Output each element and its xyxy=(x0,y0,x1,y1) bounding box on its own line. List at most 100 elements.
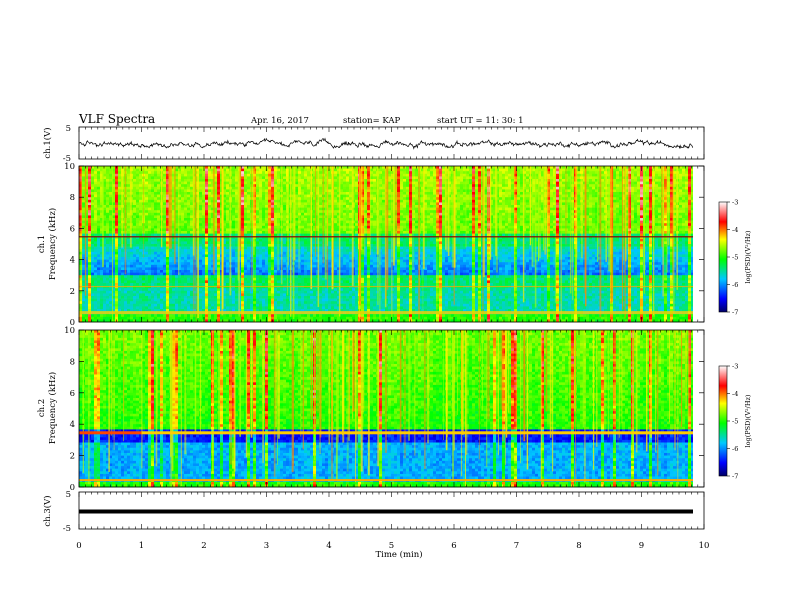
spectrogram-cell xyxy=(211,262,215,266)
spectrogram-cell xyxy=(295,202,299,206)
spectrogram-cell xyxy=(172,301,176,305)
spectrogram-cell xyxy=(187,257,191,260)
spectrogram-cell xyxy=(163,194,167,198)
spectrogram-cell xyxy=(202,259,206,263)
spectrogram-cell xyxy=(127,176,131,180)
spectrogram-cell xyxy=(172,179,176,182)
spectrogram-cell xyxy=(157,275,161,279)
spectrogram-cell xyxy=(115,303,119,307)
spectrogram-cell xyxy=(163,319,167,323)
spectrogram-cell xyxy=(148,194,152,198)
spectrogram-cell xyxy=(217,231,221,234)
spectrogram-cell xyxy=(214,197,218,201)
spectrogram-cell xyxy=(100,233,104,237)
spectrogram-cell xyxy=(199,244,203,247)
spectrogram-cell xyxy=(172,306,176,310)
spectrogram-cell xyxy=(244,241,248,245)
spectrogram-cell xyxy=(319,205,323,208)
spectrogram-cell xyxy=(79,272,83,276)
spectrogram-cell xyxy=(181,280,185,284)
spectrogram-cell xyxy=(202,303,206,307)
spectrogram-cell xyxy=(91,283,95,286)
spectrogram-cell xyxy=(259,254,263,258)
spectrogram-cell xyxy=(118,267,122,271)
spectrogram-cell xyxy=(115,293,119,297)
spectrogram-cell xyxy=(205,181,209,185)
spectrogram-cell xyxy=(217,303,221,307)
spectrogram-cell xyxy=(205,293,209,297)
spectrogram-cell xyxy=(259,264,263,268)
spectrogram-cell xyxy=(202,296,206,299)
spectrogram-cell xyxy=(232,293,236,297)
spectrogram-cell xyxy=(130,309,134,312)
spectrogram-cell xyxy=(247,296,251,299)
spectrogram-cell xyxy=(268,212,272,216)
spectrogram-cell xyxy=(298,241,302,245)
spectrogram-cell xyxy=(298,309,302,312)
spectrogram-cell xyxy=(139,244,143,247)
spectrogram-cell xyxy=(214,298,218,302)
spectrogram-cell xyxy=(205,272,209,276)
spectrogram-cell xyxy=(127,270,131,273)
spectrogram-cell xyxy=(181,197,185,201)
spectrogram-cell xyxy=(106,288,110,292)
spectrogram-cell xyxy=(136,301,140,305)
spectrogram-cell xyxy=(148,173,152,177)
spectrogram-cell xyxy=(112,283,116,286)
spectrogram-cell xyxy=(187,179,191,182)
spectrogram-cell xyxy=(202,184,206,188)
spectrogram-cell xyxy=(178,173,182,177)
spectrogram-cell xyxy=(139,205,143,208)
spectrogram-cell xyxy=(277,264,281,268)
spectrogram-cell xyxy=(130,267,134,271)
spectrogram-cell xyxy=(94,171,98,175)
spectrogram-cell xyxy=(244,259,248,263)
spectrogram-cell xyxy=(91,319,95,323)
spectrogram-cell xyxy=(193,184,197,188)
spectrogram-cell xyxy=(115,262,119,266)
spectrogram-cell xyxy=(94,288,98,292)
spectrogram-cell xyxy=(319,184,323,188)
spectrogram-cell xyxy=(169,309,173,312)
spectrogram-cell xyxy=(304,181,308,185)
spectrogram-cell xyxy=(319,233,323,237)
spectrogram-cell xyxy=(217,184,221,188)
spectrogram-cell xyxy=(274,181,278,185)
spectrogram-cell xyxy=(325,314,329,318)
spectrogram-cell xyxy=(178,303,182,307)
spectrogram-cell xyxy=(124,303,128,307)
spectrogram-cell xyxy=(121,264,125,268)
spectrogram-cell xyxy=(190,236,194,240)
spectrogram-cell xyxy=(304,186,308,190)
spectrogram-cell xyxy=(226,233,230,237)
spectrogram-cell xyxy=(148,319,152,323)
spectrogram-cell xyxy=(271,194,275,198)
spectrogram-cell xyxy=(79,270,83,273)
spectrogram-cell xyxy=(217,205,221,208)
spectrogram-cell xyxy=(109,225,113,229)
spectrogram-cell xyxy=(82,293,86,297)
spectrogram-cell xyxy=(181,236,185,240)
spectrogram-cell xyxy=(244,288,248,292)
spectrogram-cell xyxy=(199,223,203,227)
spectrogram-cell xyxy=(205,316,209,320)
spectrogram-cell xyxy=(91,210,95,214)
spectrogram-cell xyxy=(178,184,182,188)
spectrogram-cell xyxy=(268,244,272,247)
spectrogram-cell xyxy=(319,241,323,245)
spectrogram-cell xyxy=(319,212,323,216)
spectrogram-cell xyxy=(214,236,218,240)
spectrogram-cell xyxy=(268,280,272,284)
spectrogram-cell xyxy=(109,192,113,195)
spectrogram-cell xyxy=(304,288,308,292)
spectrogram-cell xyxy=(181,176,185,180)
spectrogram-cell xyxy=(97,303,101,307)
spectrogram-cell xyxy=(268,254,272,258)
spectrogram-cell xyxy=(214,192,218,195)
spectrogram-cell xyxy=(253,166,257,169)
spectrogram-cell xyxy=(157,205,161,208)
spectrogram-cell xyxy=(271,290,275,294)
spectrogram-cell xyxy=(124,290,128,294)
spectrogram-cell xyxy=(160,303,164,307)
spectrogram-cell xyxy=(163,246,167,250)
